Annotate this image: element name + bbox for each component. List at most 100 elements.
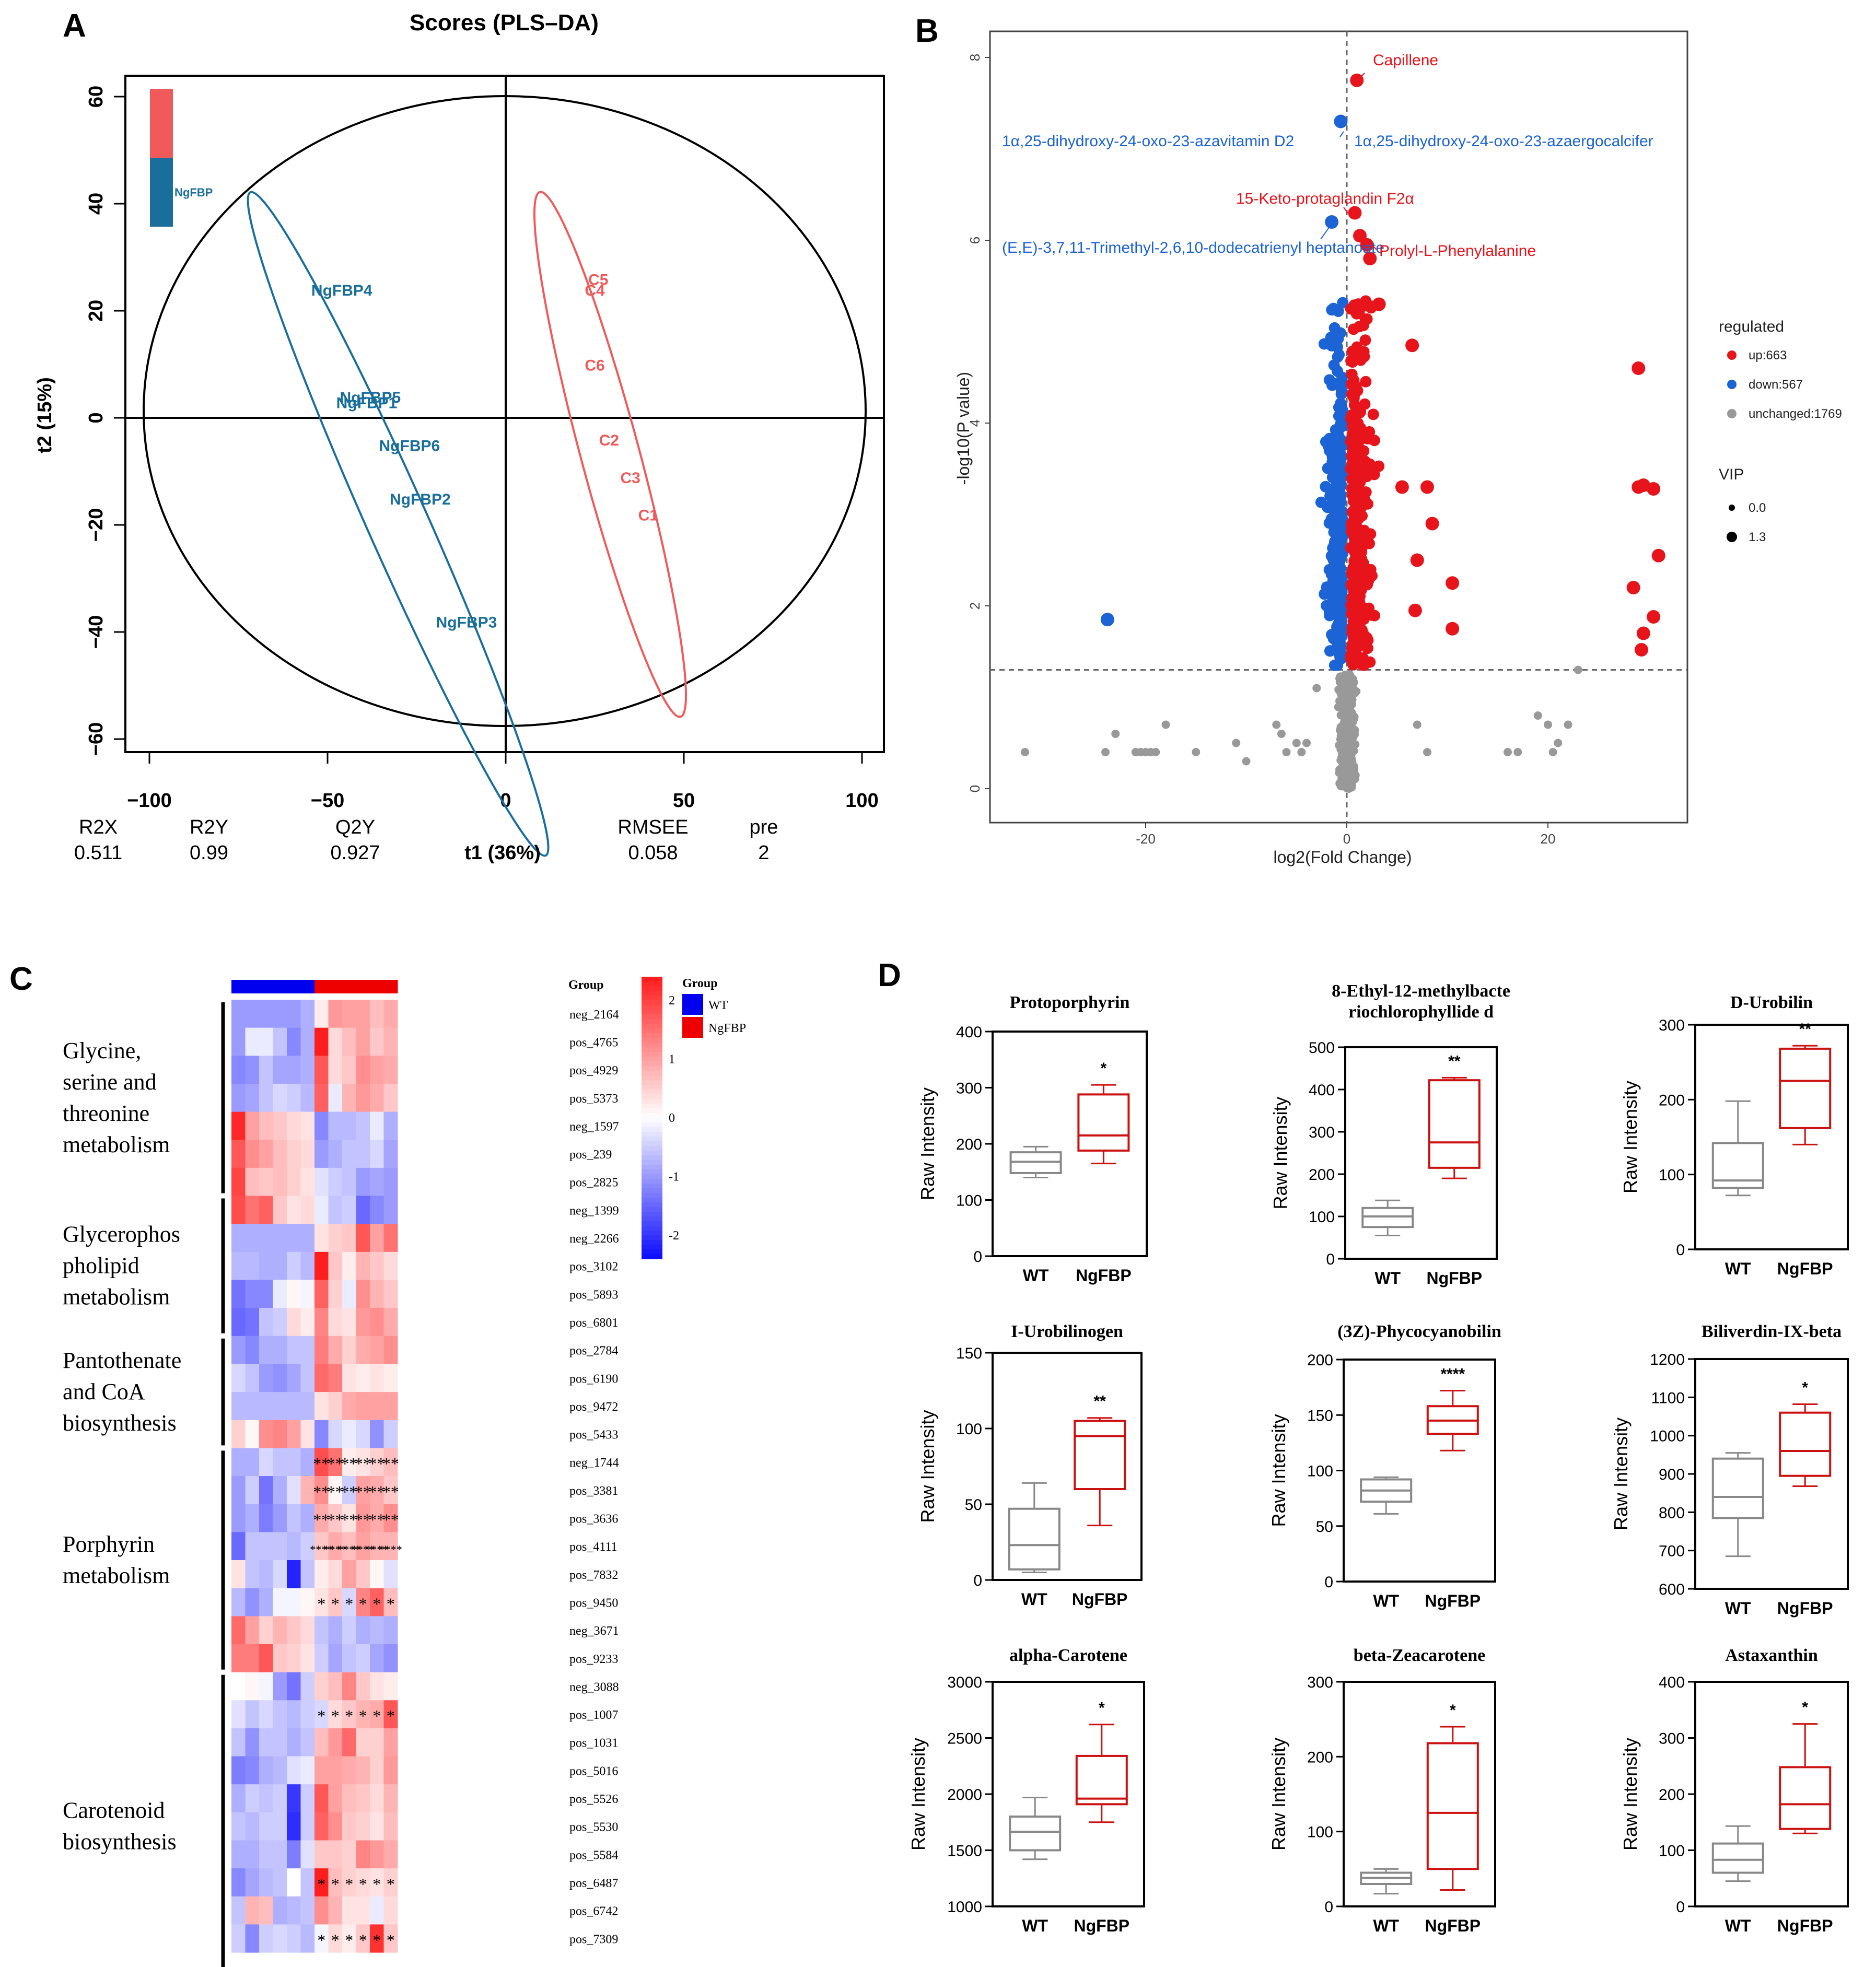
panel-c-color-scale-step — [642, 1151, 662, 1156]
panel-c-heatmap-cell — [287, 1504, 301, 1532]
panel-c-heatmap-cell — [273, 1083, 287, 1113]
panel-d-letter: D — [878, 957, 901, 993]
panel-b-metabolite-point — [1348, 533, 1360, 545]
panel-c-heatmap-cell — [231, 1672, 246, 1701]
panel-d-group-label: NgFBP — [1074, 1916, 1129, 1935]
panel-c-pathway-label: Carotenoid — [63, 1798, 165, 1823]
panel-c-heatmap-cell — [300, 1251, 315, 1280]
panel-d-y-tick-label: 600 — [1659, 1581, 1685, 1598]
panel-d-group-label: NgFBP — [1777, 1259, 1833, 1278]
panel-c-heatmap-cell — [383, 1167, 398, 1197]
panel-a-wt-sample-label: C1 — [638, 507, 658, 524]
panel-c-heatmap-cell — [287, 1588, 301, 1617]
panel-d-y-tick-label: 100 — [956, 1192, 982, 1210]
panel-c-group-bar-cell — [370, 980, 384, 993]
panel-a-ngfbp-sample-label: NgFBP2 — [390, 491, 451, 508]
panel-c-heatmap-cell — [383, 1644, 398, 1673]
panel-b-metabolite-point — [1345, 653, 1357, 665]
panel-c-heatmap-cell — [287, 1000, 301, 1028]
panel-c-heatmap-cell — [259, 1336, 273, 1364]
panel-c-pathway-label: pholipid — [63, 1253, 139, 1279]
panel-c-heatmap-cell — [231, 1000, 246, 1028]
panel-a-model-metrics: R2X 0.511 R2Y 0.99 Q2Y 0.927 RMSEE 0.058 pre 2 — [74, 816, 778, 864]
panel-c-heatmap-cell — [300, 1083, 315, 1113]
panel-c-heatmap-cell — [383, 1224, 398, 1252]
panel-c-heatmap-cell — [245, 1812, 260, 1841]
panel-c-heatmap-cell — [231, 1560, 246, 1589]
panel-c-heatmap-cell — [231, 1476, 246, 1505]
panel-c-heatmap-cell — [259, 1560, 273, 1589]
panel-c-color-scale-step — [642, 1071, 662, 1076]
panel-b-metabolite-point — [1347, 632, 1359, 644]
panel-c-heatmap-cell — [356, 1672, 370, 1701]
panel-b-metabolite-point — [1346, 696, 1355, 705]
panel-c-heatmap-cell — [287, 1364, 301, 1392]
panel-c-heatmap-cell — [273, 1448, 287, 1477]
panel-c-row-label: neg_2164 — [569, 1008, 619, 1022]
panel-c-heatmap-cell — [328, 1756, 343, 1785]
panel-c-heatmap-cell — [245, 1588, 260, 1617]
panel-c-heatmap-cell — [370, 1672, 384, 1701]
panel-d-y-tick-label: 300 — [1659, 1017, 1685, 1034]
panel-c-heatmap-cell — [328, 1924, 343, 1953]
panel-c-heatmap-cell — [383, 1700, 398, 1729]
panel-c-heatmap-cell — [259, 1083, 273, 1113]
panel-c-letter: C — [9, 961, 33, 997]
panel-c-heatmap-cell — [370, 1588, 384, 1617]
panel-b-metabolite-point — [1335, 434, 1347, 446]
panel-c-heatmap-cell — [245, 1784, 260, 1813]
panel-d-group-label: WT — [1725, 1259, 1751, 1278]
panel-d-y-tick-label: 1100 — [1651, 1389, 1685, 1407]
panel-b-metabolite-point — [1335, 629, 1347, 641]
panel-b-metabolite-point — [1548, 748, 1557, 756]
panel-c-row-label: neg_3671 — [569, 1624, 619, 1638]
panel-d-significance-star: ** — [1094, 1393, 1106, 1410]
panel-c-heatmap-cell — [342, 1364, 356, 1392]
panel-a-wt-sample-label: C6 — [585, 357, 604, 374]
panel-c-legend-label: WT — [708, 999, 728, 1012]
panel-b-metabolite-point — [1335, 388, 1347, 400]
panel-c-heatmap-cell — [287, 1167, 301, 1197]
panel-c-color-scale-tick: 2 — [669, 994, 675, 1008]
panel-c-heatmap-cell — [231, 1728, 246, 1757]
panel-b-metabolite-point — [1368, 469, 1380, 481]
panel-d-y-tick-label: 0 — [1324, 1574, 1333, 1591]
panel-c-color-scale-step — [642, 1019, 662, 1024]
panel-c-heatmap-cell — [356, 1420, 370, 1448]
panel-c-heatmap-cell — [300, 1308, 315, 1337]
panel-c-color-scale-step — [642, 1216, 662, 1222]
panel-c-heatmap-cell — [231, 1756, 246, 1785]
panel-c-heatmap-cell — [231, 1027, 246, 1056]
panel-c-group-bar-cell — [259, 980, 273, 993]
panel-c-heatmap-cell — [287, 1756, 301, 1785]
panel-b-vip-legend-label: 0.0 — [1749, 501, 1766, 515]
panel-c-heatmap-cell — [328, 1056, 343, 1084]
panel-d-y-tick-label: 300 — [1309, 1124, 1335, 1141]
panel-c-color-scale-step — [642, 1061, 662, 1067]
panel-c-color-scale-step — [642, 1085, 662, 1090]
panel-c-heatmap-cell — [259, 1000, 273, 1028]
panel-c-heatmap-cell — [287, 1924, 301, 1953]
panel-c-heatmap-cell — [356, 1700, 370, 1729]
panel-c-heatmap-cell — [370, 1027, 384, 1056]
panel-c-row-label: pos_7309 — [569, 1933, 618, 1946]
panel-c-heatmap-cell — [383, 1083, 398, 1113]
panel-c-color-scale-step — [642, 1118, 662, 1123]
panel-b-metabolite-point — [1101, 748, 1110, 756]
panel-c-heatmap-cell — [231, 1532, 246, 1561]
panel-c-heatmap-cell — [300, 1027, 315, 1056]
panel-c-heatmap-cell — [300, 1896, 315, 1925]
panel-c-color-scale-step — [642, 996, 662, 1001]
panel-c-heatmap-cell — [273, 1756, 287, 1785]
panel-b-y-tick-label: 6 — [967, 237, 983, 244]
panel-d-y-tick-label: 100 — [1307, 1824, 1333, 1841]
panel-c-heatmap-cell — [314, 1924, 329, 1953]
panel-c-heatmap-cell — [342, 1532, 356, 1561]
panel-c-heatmap-cell — [356, 1392, 370, 1421]
panel-c-heatmap-cell — [245, 1336, 260, 1364]
panel-a-metric-value: 0.927 — [330, 842, 380, 864]
panel-a-wt-sample-label: C3 — [621, 470, 640, 487]
panel-c-heatmap-cell — [300, 1728, 315, 1757]
panel-c-heatmap-cell — [328, 1588, 343, 1617]
panel-b-metabolite-point — [1349, 524, 1361, 536]
